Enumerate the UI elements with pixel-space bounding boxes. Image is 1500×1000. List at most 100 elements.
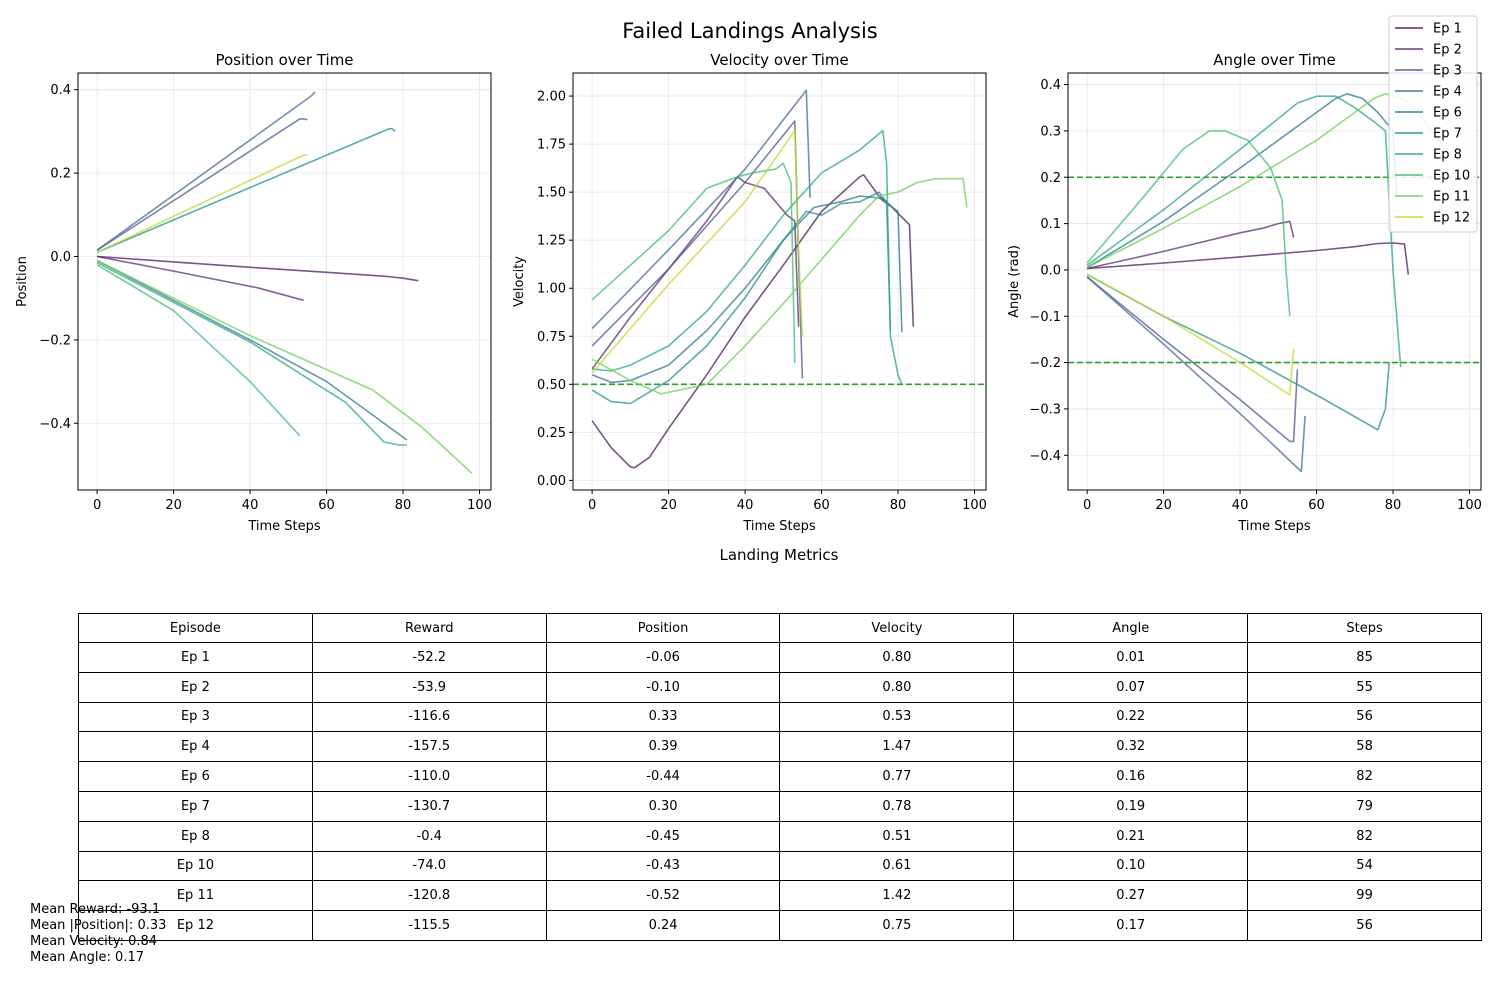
- x-axis-label: Time Steps: [1237, 519, 1311, 534]
- table-cell: 1.42: [779, 880, 1015, 912]
- table-cell: Ep 3: [78, 701, 313, 733]
- y-axis-label: Angle (rad): [1007, 245, 1022, 318]
- legend-label: Ep 2: [1433, 43, 1462, 58]
- table-row: Ep 3 -116.6 0.33 0.53 0.22 56: [78, 701, 1482, 733]
- y-axis-label: Position: [15, 256, 30, 307]
- table-cell: Ep 6: [78, 761, 313, 792]
- table-cell: 79: [1247, 790, 1482, 822]
- x-axis-label: Time Steps: [247, 519, 321, 534]
- table-cell: 0.61: [779, 850, 1015, 882]
- table-cell: 54: [1247, 850, 1482, 882]
- table-row: Ep 11 -120.8 -0.52 1.42 0.27 99: [78, 880, 1482, 912]
- table-row: Ep 8 -0.4 -0.45 0.51 0.21 82: [78, 820, 1482, 852]
- y-axis-label: Velocity: [512, 256, 527, 307]
- table-cell: -0.10: [545, 671, 781, 703]
- table-cell: 0.77: [779, 761, 1015, 792]
- legend-label: Ep 4: [1433, 85, 1462, 100]
- series-line-ep-1: [97, 255, 419, 282]
- y-tick-label: 0.00: [537, 474, 566, 489]
- y-tick-label: 1.50: [537, 186, 566, 201]
- table-cell: -115.5: [311, 910, 547, 941]
- series-line-ep-8: [592, 129, 903, 385]
- table-cell: 0.16: [1013, 761, 1249, 792]
- x-tick-label: 100: [962, 498, 987, 513]
- y-tick-label: 0.3: [1040, 124, 1061, 139]
- y-tick-label: 0.1: [1040, 217, 1061, 232]
- table-cell: 1.47: [779, 731, 1015, 763]
- chart-title: Position over Time: [215, 51, 353, 69]
- table-row: Ep 4 -157.5 0.39 1.47 0.32 58: [78, 731, 1482, 763]
- table-cell: 56: [1247, 910, 1482, 941]
- x-tick-label: 100: [467, 498, 492, 513]
- plot-frame: [1067, 72, 1482, 491]
- table-cell: Ep 2: [78, 671, 313, 703]
- x-tick-label: 40: [737, 498, 754, 513]
- legend-label: Ep 8: [1433, 148, 1462, 163]
- table-cell: -0.4: [311, 820, 547, 852]
- table-body: Ep 1 -52.2 -0.06 0.80 0.01 85 Ep 2 -53.9 -0.10 0.…: [78, 642, 1482, 941]
- x-tick-label: 100: [1457, 498, 1482, 513]
- y-tick-label: 0.0: [50, 250, 71, 265]
- table-cell: 0.21: [1013, 820, 1249, 852]
- series-line-ep-2: [1086, 220, 1295, 270]
- x-tick-label: 80: [890, 498, 907, 513]
- table-cell: 0.75: [779, 910, 1015, 941]
- summary-line: Mean Velocity: 0.84: [30, 934, 158, 949]
- table-header-cell: Position: [545, 613, 781, 643]
- x-tick-label: 40: [242, 498, 259, 513]
- y-tick-label: 0.50: [537, 378, 566, 393]
- chart-panel-1: 0 20 40 60 80 100 −0.4 −0.2 0.0 0.2 0.4 Position ov…: [15, 51, 492, 534]
- x-tick-label: 60: [813, 498, 830, 513]
- legend-label: Ep 3: [1433, 64, 1462, 79]
- table-row: Ep 12 -115.5 0.24 0.75 0.17 56: [78, 910, 1482, 941]
- y-tick-label: 1.75: [537, 138, 566, 153]
- series-line-ep-12: [591, 129, 804, 374]
- x-tick-label: 20: [165, 498, 182, 513]
- table-cell: 99: [1247, 880, 1482, 912]
- table-cell: 0.32: [1013, 731, 1249, 763]
- y-tick-label: −0.2: [1029, 356, 1061, 371]
- table-cell: -157.5: [311, 731, 547, 763]
- summary-line: Mean Reward: -93.1: [30, 902, 161, 917]
- table-cell: -0.44: [545, 761, 781, 792]
- table-cell: Ep 10: [78, 850, 313, 882]
- table-row: Ep 10 -74.0 -0.43 0.61 0.10 54: [78, 850, 1482, 882]
- series-line-ep-12: [96, 154, 308, 254]
- table-cell: -116.6: [311, 701, 547, 733]
- x-tick-label: 20: [660, 498, 677, 513]
- table-header-cell: Velocity: [779, 613, 1015, 643]
- series-line-ep-11: [591, 177, 968, 395]
- metrics-table: Episode Reward Position Velocity Angle Steps …: [78, 613, 1482, 941]
- table-cell: 0.39: [545, 731, 781, 763]
- table-row: Ep 2 -53.9 -0.10 0.80 0.07 55: [78, 671, 1482, 703]
- table-cell: -0.06: [545, 642, 781, 673]
- table-cell: 85: [1247, 642, 1482, 673]
- series-line-ep-3: [1086, 276, 1299, 443]
- table-cell: 82: [1247, 761, 1482, 792]
- plot-frame: [77, 72, 492, 491]
- x-tick-label: 20: [1155, 498, 1172, 513]
- table-cell: 0.33: [545, 701, 781, 733]
- series-line-ep-12: [1086, 273, 1295, 396]
- series-line-ep-8: [96, 261, 407, 446]
- series-line-ep-2: [96, 255, 304, 302]
- chart-title: Angle over Time: [1213, 51, 1335, 69]
- table-cell: -0.52: [545, 880, 781, 912]
- table-cell: 82: [1247, 820, 1482, 852]
- legend-label: Ep 12: [1433, 211, 1470, 226]
- table-cell: -110.0: [311, 761, 547, 792]
- series-line-ep-11: [96, 259, 473, 474]
- table-cell: 0.07: [1013, 671, 1249, 703]
- y-tick-label: 0.2: [1040, 171, 1061, 186]
- x-tick-label: 40: [1232, 498, 1249, 513]
- series-line-ep-6: [96, 259, 408, 441]
- y-tick-label: 2.00: [537, 90, 566, 105]
- legend-label: Ep 6: [1433, 106, 1462, 121]
- table-cell: 0.51: [779, 820, 1015, 852]
- series-line-ep-4: [96, 91, 316, 251]
- series-line-ep-1: [591, 174, 915, 469]
- table-cell: 0.19: [1013, 790, 1249, 822]
- chart-panels: 0 20 40 60 80 100 −0.4 −0.2 0.0 0.2 0.4 Position ov…: [15, 51, 1482, 534]
- table-cell: 0.17: [1013, 910, 1249, 941]
- y-tick-label: 0.4: [1040, 78, 1061, 93]
